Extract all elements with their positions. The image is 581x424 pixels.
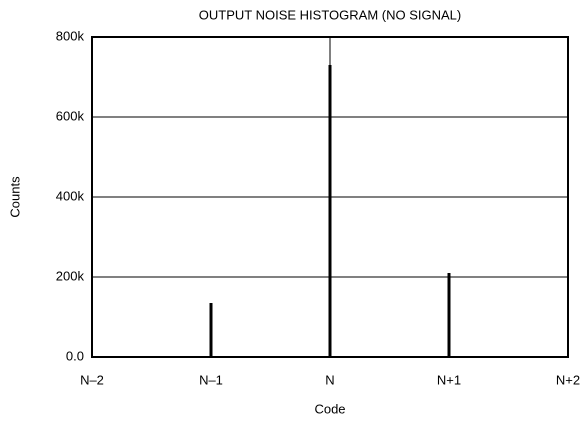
bar bbox=[447, 273, 451, 357]
x-tick-label: N–1 bbox=[199, 372, 223, 387]
y-tick-label: 600k bbox=[56, 108, 85, 123]
y-tick-label: 800k bbox=[56, 28, 85, 43]
bar bbox=[328, 65, 332, 357]
x-tick-label: N–2 bbox=[80, 372, 104, 387]
y-tick-label: 400k bbox=[56, 188, 85, 203]
x-axis-label: Code bbox=[314, 401, 345, 416]
y-axis-label: Counts bbox=[7, 176, 22, 218]
bar bbox=[209, 303, 213, 357]
chart-title: OUTPUT NOISE HISTOGRAM (NO SIGNAL) bbox=[199, 7, 461, 22]
y-tick-label: 200k bbox=[56, 268, 85, 283]
x-tick-label: N+2 bbox=[556, 372, 580, 387]
x-tick-label: N bbox=[325, 372, 334, 387]
x-tick-label: N+1 bbox=[437, 372, 461, 387]
y-tick-label: 0.0 bbox=[66, 348, 84, 363]
